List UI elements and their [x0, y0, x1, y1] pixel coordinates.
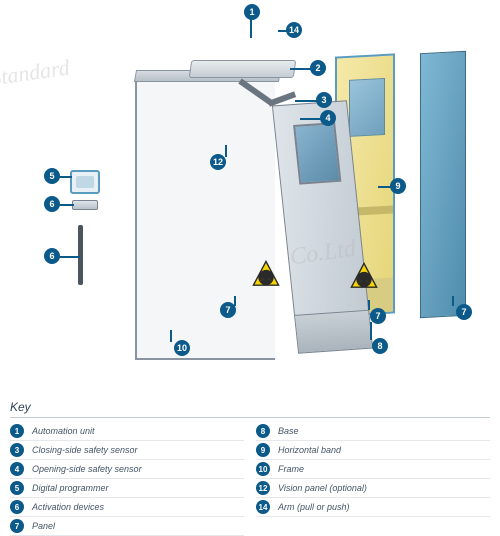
key-row: 4 Opening-side safety sensor	[10, 460, 244, 479]
key-row: 1 Automation unit	[10, 422, 244, 441]
key-label: Arm (pull or push)	[278, 502, 350, 512]
key-label: Opening-side safety sensor	[32, 464, 142, 474]
radiation-warning-icon	[252, 260, 280, 288]
key-legend: Key 1 Automation unit 3 Closing-side safety…	[10, 400, 490, 536]
door-frame-assembly	[135, 50, 285, 370]
key-column-right: 8 Base 9 Horizontal band 10 Frame 12 Vision pan…	[256, 422, 490, 536]
key-row: 14 Arm (pull or push)	[256, 498, 490, 517]
callout-line	[58, 176, 72, 178]
callout-marker: 10	[174, 340, 190, 356]
callout-marker: 6	[44, 248, 60, 264]
key-number: 6	[10, 500, 24, 514]
door-diagram: 1 14 2 3 4 12 5 6 6 9 7 7 7 8 10	[0, 0, 500, 400]
key-label: Automation unit	[32, 426, 95, 436]
callout-marker: 2	[310, 60, 326, 76]
key-title: Key	[10, 400, 490, 418]
callout-line	[58, 256, 80, 258]
callout-line	[58, 204, 74, 206]
key-label: Base	[278, 426, 299, 436]
vision-panel	[293, 122, 341, 184]
arm	[240, 78, 295, 96]
key-label: Frame	[278, 464, 304, 474]
key-column-left: 1 Automation unit 3 Closing-side safety sen…	[10, 422, 244, 536]
callout-line	[225, 145, 227, 157]
key-row: 3 Closing-side safety sensor	[10, 441, 244, 460]
callout-line	[368, 300, 370, 310]
key-row: 8 Base	[256, 422, 490, 441]
callout-marker: 4	[320, 110, 336, 126]
key-number: 7	[10, 519, 24, 533]
callout-line	[370, 322, 372, 340]
key-row: 5 Digital programmer	[10, 479, 244, 498]
activation-device-elbow	[72, 200, 98, 210]
key-number: 1	[10, 424, 24, 438]
key-label: Panel	[32, 521, 55, 531]
callout-line	[452, 296, 454, 306]
key-number: 5	[10, 481, 24, 495]
frame	[135, 80, 275, 360]
callout-marker: 1	[244, 4, 260, 20]
key-number: 9	[256, 443, 270, 457]
kickplate	[295, 310, 372, 353]
key-number: 14	[256, 500, 270, 514]
key-row: 10 Frame	[256, 460, 490, 479]
activation-device-plate	[78, 225, 83, 285]
digital-programmer	[70, 170, 100, 194]
key-row: 12 Vision panel (optional)	[256, 479, 490, 498]
radiation-warning-icon	[350, 262, 378, 290]
callout-marker: 9	[390, 178, 406, 194]
key-number: 8	[256, 424, 270, 438]
callout-line	[290, 68, 312, 70]
callout-marker: 3	[316, 92, 332, 108]
callout-marker: 12	[210, 154, 226, 170]
door-panel-glass	[420, 51, 466, 318]
callout-marker: 7	[370, 308, 386, 324]
callout-marker: 6	[44, 196, 60, 212]
callout-marker: 7	[456, 304, 472, 320]
key-label: Horizontal band	[278, 445, 341, 455]
key-number: 10	[256, 462, 270, 476]
key-label: Activation devices	[32, 502, 104, 512]
key-number: 4	[10, 462, 24, 476]
callout-marker: 8	[372, 338, 388, 354]
key-label: Closing-side safety sensor	[32, 445, 138, 455]
key-row: 9 Horizontal band	[256, 441, 490, 460]
callout-marker: 7	[220, 302, 236, 318]
automation-unit	[189, 60, 297, 78]
key-number: 12	[256, 481, 270, 495]
callout-line	[170, 330, 172, 342]
callout-marker: 5	[44, 168, 60, 184]
key-label: Vision panel (optional)	[278, 483, 367, 493]
key-label: Digital programmer	[32, 483, 109, 493]
key-row: 7 Panel	[10, 517, 244, 536]
key-number: 3	[10, 443, 24, 457]
callout-marker: 14	[286, 22, 302, 38]
callout-line	[250, 18, 252, 38]
key-row: 6 Activation devices	[10, 498, 244, 517]
callout-line	[300, 118, 322, 120]
